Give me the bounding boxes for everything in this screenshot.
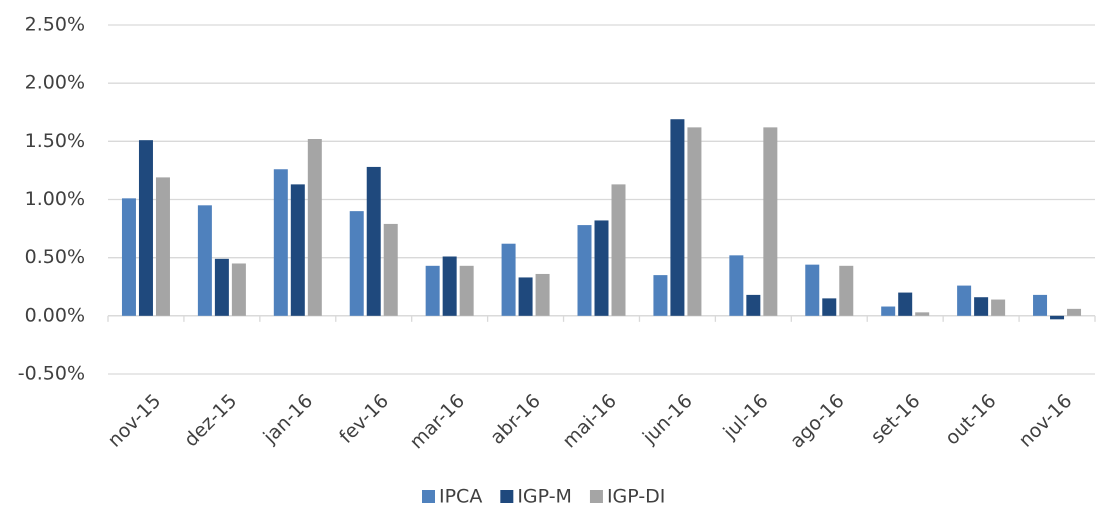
bar [957,285,972,316]
x-tick-label: fev-16 [335,390,393,448]
bar [121,198,136,316]
legend-swatch [422,490,435,503]
bar [155,177,170,316]
bar [501,243,516,316]
bar [197,205,212,316]
legend-swatch [589,490,603,503]
legend-label: IGP-DI [607,486,665,508]
y-tick-label: 1.00% [25,188,85,210]
x-tick-label: abr-16 [486,390,545,449]
bar [1033,294,1048,316]
bar [577,225,592,316]
bar [670,119,685,316]
bar [1067,308,1082,316]
bar [611,184,626,316]
bar [383,223,398,316]
bar [898,292,913,316]
x-tick-label: mar-16 [406,390,469,453]
bar [535,273,550,316]
y-tick-label: 2.00% [25,72,85,94]
bar [805,264,820,316]
bar [594,220,609,316]
bar [459,265,474,316]
bar [273,169,288,316]
bar [915,312,930,316]
bar [729,255,744,316]
x-tick-label: mai-16 [558,390,621,453]
bar [746,294,761,316]
bar [991,299,1006,316]
bar [763,127,778,316]
bar [349,211,364,316]
legend-swatch [500,490,514,503]
bar [881,306,896,316]
bar [974,297,989,316]
x-tick-label: dez-15 [180,390,241,451]
y-tick-label: 1.50% [25,130,85,152]
bar [839,265,854,316]
bar [822,298,837,316]
y-tick-label: 2.50% [25,14,85,36]
legend-label: IGP-M [517,486,572,508]
y-tick-label: 0.50% [25,246,85,268]
bar [290,184,305,316]
bar [307,139,322,316]
x-tick-label: jun-16 [638,390,697,449]
bar [366,166,381,316]
x-tick-label: jul-16 [719,390,773,444]
bar [425,265,440,316]
bar [442,256,457,316]
x-tick-label: nov-16 [1015,390,1077,452]
y-tick-label: -0.50% [18,363,85,385]
bar [518,277,533,316]
x-tick-label: out-16 [941,390,1001,450]
x-tick-label: ago-16 [786,390,849,453]
bar [1050,315,1065,320]
legend-label: IPCA [439,486,482,508]
bar [653,275,668,316]
x-tick-label: nov-15 [104,390,166,452]
x-tick-label: jan-16 [259,390,318,449]
bar [138,140,153,316]
bar [687,127,702,316]
y-tick-label: 0.00% [25,304,85,326]
bar [214,258,229,316]
bar [231,263,246,316]
x-tick-label: set-16 [867,390,925,448]
